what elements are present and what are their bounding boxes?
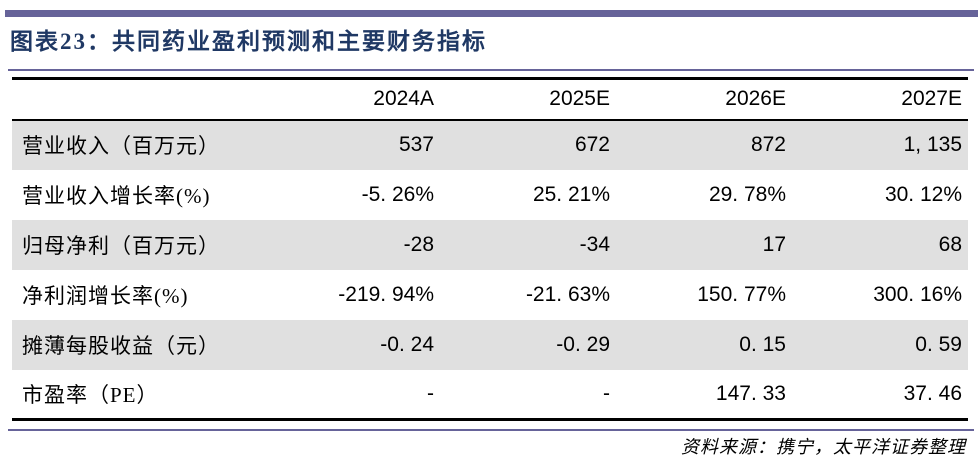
row-label: 净利润增长率(%) bbox=[22, 283, 189, 308]
header-year-cell: 2024A bbox=[264, 78, 440, 121]
table-row: 净利润增长率(%) -219. 94% -21. 63% 150. 77% 300. 1… bbox=[12, 270, 968, 320]
financial-forecast-table: 2024A 2025E 2026E 2027E 营业收入（百万元） 537 672 872 1… bbox=[12, 77, 968, 421]
source-note: 资料来源：携宁，太平洋证券整理 bbox=[681, 437, 966, 457]
row-value: 37. 46 bbox=[903, 381, 962, 405]
row-value: 68 bbox=[938, 232, 962, 256]
row-label: 归母净利（百万元） bbox=[22, 233, 220, 258]
header-year-cell: 2026E bbox=[616, 78, 792, 121]
row-value: 0. 59 bbox=[915, 332, 962, 356]
table-row: 营业收入增长率(%) -5. 26% 25. 21% 29. 78% 30. 12% bbox=[12, 170, 968, 220]
row-value: -0. 24 bbox=[380, 332, 434, 356]
header-year-cell: 2027E bbox=[792, 78, 968, 121]
table-row: 摊薄每股收益（元） -0. 24 -0. 29 0. 15 0. 59 bbox=[12, 319, 968, 370]
header-year-cell: 2025E bbox=[440, 78, 616, 121]
row-value: -28 bbox=[403, 232, 434, 256]
row-value: 1, 135 bbox=[903, 133, 962, 156]
row-value: -34 bbox=[579, 232, 610, 256]
row-value: 0. 15 bbox=[739, 332, 786, 356]
row-value: 672 bbox=[574, 133, 610, 156]
row-value: 150. 77% bbox=[697, 282, 786, 306]
row-value: 537 bbox=[398, 133, 434, 156]
row-value: -21. 63% bbox=[525, 282, 610, 306]
table-bottom-accent-line bbox=[8, 429, 974, 431]
row-label: 市盈率（PE） bbox=[22, 382, 159, 407]
row-value: 30. 12% bbox=[884, 182, 962, 206]
row-value: 872 bbox=[750, 133, 786, 156]
table-row: 归母净利（百万元） -28 -34 17 68 bbox=[12, 219, 968, 270]
financial-table-wrap: 2024A 2025E 2026E 2027E 营业收入（百万元） 537 672 872 1… bbox=[12, 77, 968, 421]
row-value: 300. 16% bbox=[873, 282, 962, 306]
row-value: -5. 26% bbox=[361, 182, 434, 206]
table-row: 市盈率（PE） - - 147. 33 37. 46 bbox=[12, 370, 968, 420]
row-label: 营业收入（百万元） bbox=[22, 134, 220, 158]
title-divider-line bbox=[8, 69, 974, 71]
top-accent-bar bbox=[5, 10, 978, 17]
row-value: - bbox=[427, 381, 434, 405]
row-value: 147. 33 bbox=[715, 381, 786, 405]
row-value: -0. 29 bbox=[556, 332, 610, 356]
row-value: 29. 78% bbox=[708, 182, 786, 206]
row-label: 摊薄每股收益（元） bbox=[22, 333, 220, 358]
row-value: 25. 21% bbox=[532, 182, 610, 206]
table-row: 营业收入（百万元） 537 672 872 1, 135 bbox=[12, 119, 968, 170]
row-label: 营业收入增长率(%) bbox=[22, 183, 211, 208]
row-value: -219. 94% bbox=[338, 282, 434, 306]
header-empty-cell bbox=[12, 78, 264, 121]
figure-title: 图表23：共同药业盈利预测和主要财务指标 bbox=[10, 29, 487, 54]
row-value: 17 bbox=[762, 232, 786, 256]
header-row: 2024A 2025E 2026E 2027E bbox=[12, 78, 968, 121]
row-value: - bbox=[603, 381, 610, 405]
